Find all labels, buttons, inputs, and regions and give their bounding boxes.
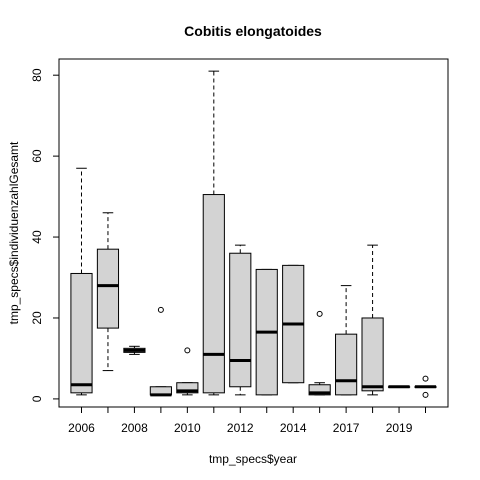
x-tick-label: 2012 bbox=[227, 421, 254, 435]
box-body bbox=[229, 252, 252, 388]
x-tick-label: 2014 bbox=[280, 421, 307, 435]
y-axis: 0 20 40 60 80 bbox=[30, 68, 60, 402]
box-body bbox=[202, 194, 225, 394]
y-tick-label: 40 bbox=[30, 230, 44, 244]
outlier-point bbox=[184, 347, 191, 354]
box-body bbox=[308, 384, 331, 396]
box-2019 bbox=[387, 385, 411, 389]
boxes-group bbox=[70, 70, 437, 398]
box-2018 bbox=[361, 244, 384, 396]
chart-title: Cobitis elongatoides bbox=[184, 23, 322, 39]
outlier-point bbox=[316, 310, 323, 317]
x-tick-label: 2008 bbox=[121, 421, 148, 435]
x-tick-label: 2019 bbox=[386, 421, 413, 435]
x-axis: 2006 2008 2010 2012 2014 2017 2019 bbox=[68, 406, 427, 435]
y-axis-label: tmp_specs$individuenzahlGesamt bbox=[7, 141, 21, 324]
x-axis-label: tmp_specs$year bbox=[209, 452, 297, 466]
outlier-point bbox=[422, 375, 429, 382]
box-2012 bbox=[229, 244, 252, 396]
box-2006 bbox=[70, 167, 93, 396]
y-tick-label: 80 bbox=[30, 68, 44, 82]
x-tick-label: 2006 bbox=[68, 421, 95, 435]
box-2011 bbox=[202, 70, 225, 396]
box-2016 bbox=[308, 310, 331, 396]
x-tick-label: 2017 bbox=[333, 421, 360, 435]
box-body bbox=[96, 248, 120, 329]
box-2014 bbox=[282, 264, 305, 384]
box-2007 bbox=[96, 212, 120, 372]
box-2008 bbox=[123, 345, 146, 355]
box-2017 bbox=[335, 285, 358, 396]
y-tick-label: 20 bbox=[30, 311, 44, 325]
box-2020 bbox=[414, 375, 437, 398]
box-body bbox=[361, 317, 384, 392]
y-tick-label: 0 bbox=[30, 395, 44, 402]
outlier-point bbox=[422, 391, 429, 398]
box-body bbox=[176, 382, 199, 394]
box-2010 bbox=[176, 347, 199, 396]
outlier-point bbox=[157, 306, 164, 313]
x-tick-label: 2010 bbox=[174, 421, 201, 435]
box-2009 bbox=[149, 306, 172, 397]
y-tick-label: 60 bbox=[30, 149, 44, 163]
box-body bbox=[70, 272, 93, 394]
box-body bbox=[335, 333, 358, 396]
box-2013 bbox=[255, 268, 278, 396]
